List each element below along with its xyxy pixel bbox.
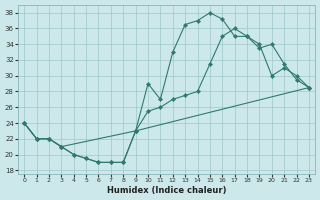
X-axis label: Humidex (Indice chaleur): Humidex (Indice chaleur) [107,186,226,195]
